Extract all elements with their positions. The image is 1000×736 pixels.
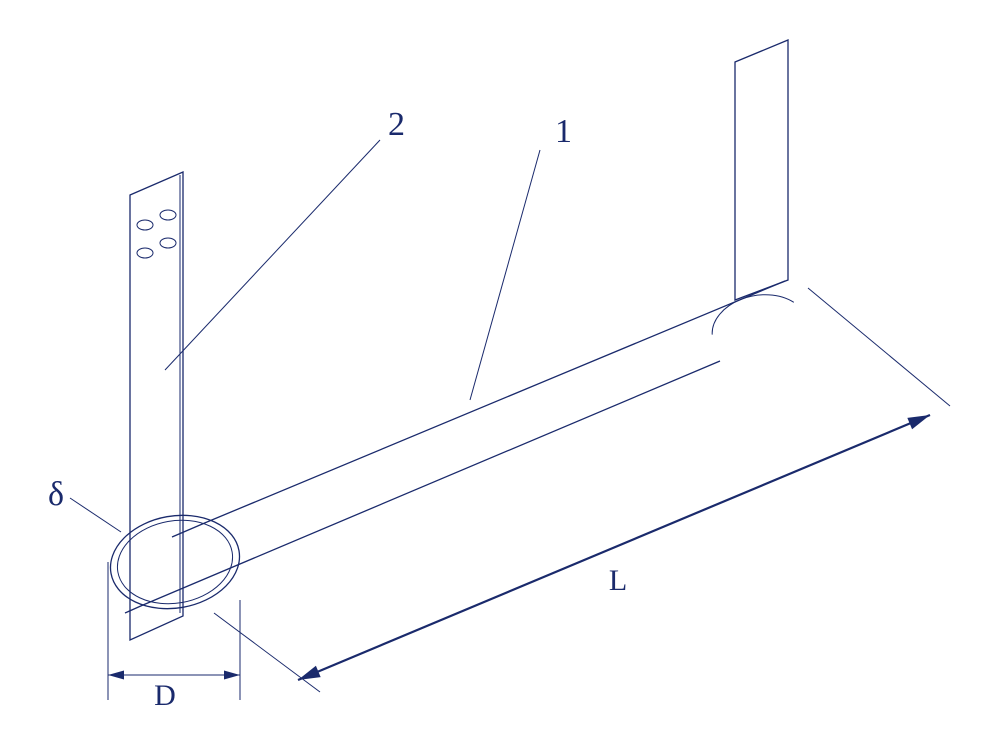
plate-left: [130, 172, 183, 640]
label-2: 2: [388, 106, 405, 143]
leader-line-delta: [70, 498, 121, 532]
plate-right: [735, 40, 788, 300]
label-delta: δ: [48, 476, 64, 513]
label-D: D: [154, 679, 176, 712]
leader-line-1: [470, 150, 540, 400]
cylinder-front-opening: [103, 505, 247, 618]
technical-drawing: 1 2 δ D L: [0, 0, 1000, 736]
label-L: L: [609, 564, 627, 597]
cylinder-body: [143, 281, 794, 605]
leader-line-2: [165, 140, 380, 370]
label-1: 1: [555, 113, 572, 150]
dimension-L: [214, 288, 950, 692]
